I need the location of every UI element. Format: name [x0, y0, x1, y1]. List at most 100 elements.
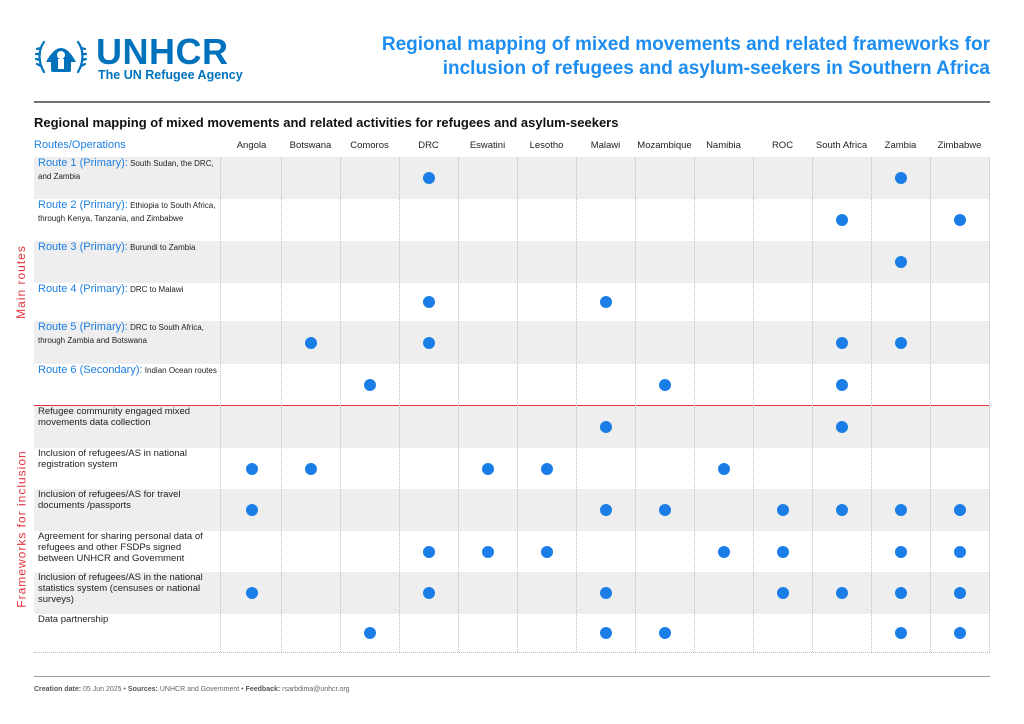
presence-dot: [953, 504, 966, 516]
column-divider: [281, 157, 282, 652]
presence-dot: [776, 587, 789, 599]
presence-dot: [658, 627, 671, 639]
presence-dot: [304, 462, 317, 475]
route-row: Route 5 (Primary): DRC to South Africa, …: [34, 321, 990, 364]
presence-dot: [422, 336, 435, 349]
unhcr-logo[interactable]: UNHCR The UN Refugee Agency: [34, 32, 254, 86]
column-header-mozambique: Mozambique: [637, 140, 692, 151]
presence-dot: [422, 545, 435, 558]
logo-wordmark: UNHCR: [96, 31, 229, 72]
framework-label: Agreement for sharing personal data of r…: [38, 531, 203, 564]
routes-operations-header: Routes/Operations: [34, 139, 126, 151]
presence-dot: [953, 545, 966, 558]
presence-dot: [894, 504, 907, 516]
unhcr-emblem-icon: [34, 40, 88, 74]
creation-date-label: Creation date:: [34, 686, 82, 693]
page-title-line-1: Regional mapping of mixed movements and …: [381, 34, 990, 55]
column-header-zimbabwe: Zimbabwe: [937, 140, 982, 151]
column-header-row: Routes/Operations Angola Botswana Comoros D…: [34, 136, 990, 157]
presence-dot: [599, 587, 612, 599]
presence-dot: [835, 504, 848, 516]
column-divider: [635, 157, 636, 652]
framework-label: Refugee community engaged mixed movement…: [38, 406, 191, 428]
presence-dot: [540, 462, 553, 475]
presence-dot: [776, 545, 789, 558]
framework-row: Inclusion of refugees/AS in national reg…: [34, 448, 990, 489]
route-description: South Sudan, the DRC, and Zambia: [38, 159, 214, 181]
route-label: Route 4 (Primary): DRC to Malawi: [38, 283, 220, 296]
presence-dot: [953, 214, 966, 226]
route-label: Route 5 (Primary): DRC to South Africa, …: [38, 321, 220, 347]
column-divider: [220, 157, 221, 652]
framework-row: Data partnership: [34, 614, 990, 652]
framework-label: Inclusion of refugees/AS in national reg…: [38, 448, 187, 470]
presence-dot: [835, 421, 848, 433]
creation-date-value: 05 Jun 2025: [83, 686, 122, 693]
feedback-email[interactable]: rsarbdima@unhcr.org: [282, 686, 350, 693]
framework-row: Agreement for sharing personal data of r…: [34, 531, 990, 572]
route-description: Burundi to Zambia: [130, 243, 196, 252]
presence-dot: [599, 627, 612, 639]
column-divider: [930, 157, 931, 652]
presence-dot: [894, 336, 907, 349]
column-divider: [458, 157, 459, 652]
column-divider: [517, 157, 518, 652]
route-label: Route 2 (Primary): Ethiopia to South Afr…: [38, 199, 220, 225]
column-divider: [694, 157, 695, 652]
footer: Creation date: 05 Jun 2025 • Sources: UN…: [34, 686, 350, 693]
presence-dot: [658, 379, 671, 391]
presence-dot: [835, 379, 848, 391]
route-description: Ethiopia to South Africa, through Kenya,…: [38, 201, 216, 223]
column-divider: [340, 157, 341, 652]
route-name: Route 6 (Secondary):: [38, 364, 143, 376]
presence-dot: [835, 587, 848, 599]
footer-divider: [34, 676, 990, 677]
presence-dot: [953, 627, 966, 639]
route-row: Route 6 (Secondary): Indian Ocean routes: [34, 364, 990, 406]
column-header-angola: Angola: [236, 140, 267, 151]
framework-row: Inclusion of refugees/AS in the national…: [34, 572, 990, 614]
route-description: Indian Ocean routes: [144, 366, 217, 375]
main-routes-section-label: Main routes: [13, 244, 28, 319]
presence-dot: [540, 545, 553, 558]
framework-label: Inclusion of refugees/AS for travel docu…: [38, 489, 181, 511]
route-row: Route 1 (Primary): South Sudan, the DRC,…: [34, 157, 990, 199]
route-description: DRC to South Africa, through Zambia and …: [38, 323, 204, 345]
column-divider: [399, 157, 400, 652]
column-header-roc: ROC: [771, 140, 794, 151]
route-name: Route 3 (Primary):: [38, 241, 128, 253]
presence-dot: [481, 545, 494, 558]
route-description: DRC to Malawi: [130, 285, 184, 294]
presence-dot: [776, 504, 789, 516]
column-header-lesotho: Lesotho: [529, 140, 564, 151]
presence-dot: [304, 336, 317, 349]
presence-dot: [363, 627, 376, 639]
sources-label: Sources:: [127, 686, 158, 693]
presence-dot: [599, 421, 612, 433]
presence-dot: [835, 336, 848, 349]
feedback-label: Feedback:: [245, 686, 281, 693]
presence-dot: [245, 504, 258, 516]
presence-dot: [245, 462, 258, 475]
column-header-botswana: Botswana: [289, 140, 332, 151]
column-header-namibia: Namibia: [706, 140, 741, 151]
column-header-comoros: Comoros: [350, 140, 389, 151]
framework-row: Inclusion of refugees/AS for travel docu…: [34, 489, 990, 531]
route-name: Route 2 (Primary):: [38, 199, 128, 211]
route-name: Route 1 (Primary):: [38, 157, 128, 169]
presence-dot: [953, 587, 966, 599]
page-title-line-2: inclusion of refugees and asylum-seekers…: [442, 58, 990, 79]
presence-dot: [894, 256, 907, 268]
route-label: Route 3 (Primary): Burundi to Zambia: [38, 241, 220, 254]
header-divider: [34, 101, 990, 103]
frameworks-section-label: Frameworks for inclusion: [14, 450, 29, 608]
route-row: Route 3 (Primary): Burundi to Zambia: [34, 241, 990, 283]
column-header-drc: DRC: [418, 140, 439, 151]
presence-dot: [894, 545, 907, 558]
presence-dot: [422, 172, 435, 184]
table-bottom-border: [34, 652, 990, 653]
route-name: Route 5 (Primary):: [38, 321, 128, 333]
page-title: Regional mapping of mixed movements and …: [350, 33, 990, 81]
column-divider: [753, 157, 754, 652]
column-divider: [812, 157, 813, 652]
